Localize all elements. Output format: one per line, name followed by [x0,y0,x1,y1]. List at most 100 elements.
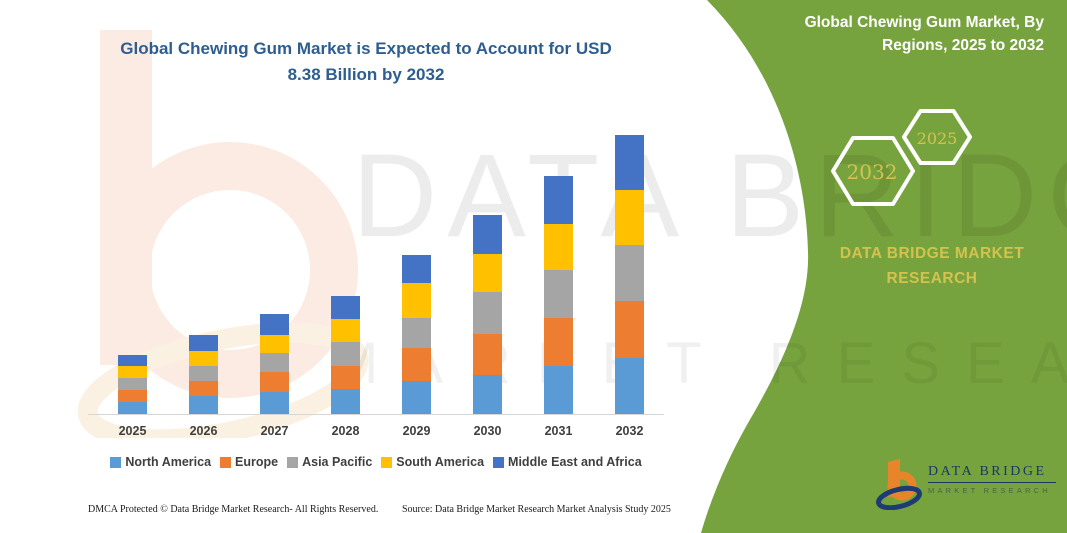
segment-2032-middle-east-and-africa [615,135,644,191]
legend-item-north-america: North America [110,455,211,469]
x-axis-line [88,414,664,415]
stacked-bar-2031 [544,176,573,414]
segment-2026-south-america [189,351,218,366]
segment-2028-europe [331,366,360,389]
segment-2025-north-america [118,402,147,414]
legend-label: Europe [235,455,279,469]
hexagon-2025 [902,109,972,165]
segment-2031-europe [544,318,573,366]
chart-legend: North America Europe Asia Pacific South Ame… [85,455,667,469]
bar-slot-2032 [594,135,665,414]
x-axis-label-2029: 2029 [402,424,431,438]
segment-2029-north-america [402,381,431,414]
legend-label: Asia Pacific [302,455,373,469]
segment-2030-asia-pacific [473,292,502,334]
segment-2031-middle-east-and-africa [544,176,573,224]
legend-label: South America [396,455,485,469]
bars-area [97,0,665,414]
segment-2030-north-america [473,375,502,414]
stacked-bar-2032 [615,135,644,414]
segment-2026-asia-pacific [189,366,218,381]
stacked-bar-2028 [331,296,360,414]
segment-2025-middle-east-and-africa [118,355,147,366]
legend-item-middle-east-and-africa: Middle East and Africa [493,455,642,469]
x-axis-label-2028: 2028 [331,424,360,438]
segment-2027-south-america [260,335,289,353]
segment-2026-north-america [189,396,218,414]
segment-2030-middle-east-and-africa [473,215,502,254]
segment-2025-south-america [118,366,147,378]
segment-2027-asia-pacific [260,353,289,372]
x-axis-label-2032: 2032 [615,424,644,438]
legend-label: Middle East and Africa [508,455,642,469]
segment-2029-south-america [402,282,431,318]
segment-2027-europe [260,372,289,392]
x-axis-label-2030: 2030 [473,424,502,438]
logo-underline [928,482,1056,483]
watermark-text-market-research: MARKET RESEARCH [330,331,1067,396]
legend-item-europe: Europe [220,455,278,469]
brand-text: DATA BRIDGE MARKET RESEARCH [800,242,1064,292]
side-panel-title: Global Chewing Gum Market, By Regions, 2… [768,11,1044,58]
segment-2032-south-america [615,190,644,246]
logo-subtitle: MARKET RESEARCH [928,486,1051,495]
segment-2025-europe [118,390,147,402]
x-axis-label-2031: 2031 [544,424,573,438]
brand-text-line1: DATA BRIDGE MARKET [839,245,1025,262]
logo-text: DATA BRIDGE MARKET RESEARCH [928,458,1056,495]
legend-item-asia-pacific: Asia Pacific [287,455,372,469]
segment-2029-europe [402,347,431,381]
bar-slot-2028 [310,296,381,414]
legend-marker-icon [110,456,122,468]
segment-2028-asia-pacific [331,342,360,366]
segment-2029-asia-pacific [402,317,431,348]
segment-2031-asia-pacific [544,270,573,318]
segment-2032-north-america [615,358,644,414]
segment-2026-europe [189,381,218,396]
hexagon-2025-label: 2025 [917,129,958,148]
legend-marker-icon [287,456,299,468]
segment-2030-europe [473,334,502,375]
stacked-bar-2029 [402,255,431,414]
side-panel-title-line1: Global Chewing Gum Market, By [804,14,1044,31]
side-panel-title-line2: Regions, 2025 to 2032 [882,37,1044,55]
company-logo: DATA BRIDGE MARKET RESEARCH [876,458,1056,510]
bar-slot-2031 [523,176,594,414]
segment-2032-asia-pacific [615,245,644,302]
legend-label: North America [125,455,212,469]
hexagon-2032-label: 2032 [847,160,898,184]
bar-slot-2027 [239,314,310,414]
stacked-bar-2030 [473,215,502,414]
chart-title: Global Chewing Gum Market is Expected to… [90,36,642,89]
chart-title-line1: Global Chewing Gum Market is Expected to… [120,39,612,58]
legend-item-south-america: South America [381,455,484,469]
hexagon-2032 [831,136,915,206]
x-axis-label-2027: 2027 [260,424,289,438]
segment-2032-europe [615,301,644,359]
legend-marker-icon [493,456,505,468]
brand-text-line2: RESEARCH [886,269,978,287]
segment-2030-south-america [473,254,502,292]
footer-source-text: Source: Data Bridge Market Research Mark… [402,504,671,515]
logo-b-icon [876,459,922,510]
segment-2028-middle-east-and-africa [331,296,360,319]
bar-slot-2026 [168,335,239,414]
segment-2027-north-america [260,392,289,414]
segment-2031-north-america [544,366,573,414]
bar-slot-2030 [452,215,523,414]
segment-2028-north-america [331,389,360,414]
segment-2026-middle-east-and-africa [189,335,218,351]
segment-2027-middle-east-and-africa [260,314,289,335]
stacked-bar-2027 [260,314,289,414]
stacked-bar-2026 [189,335,218,414]
chart-title-line2: 8.38 Billion by 2032 [287,65,445,85]
x-axis-label-2026: 2026 [189,424,218,438]
legend-marker-icon [381,456,393,468]
x-axis-label-2025: 2025 [118,424,147,438]
x-axis-labels: 2025 2026 2027 2028 2029 2030 2031 2032 [97,424,665,438]
stacked-bar-2025 [118,355,147,414]
